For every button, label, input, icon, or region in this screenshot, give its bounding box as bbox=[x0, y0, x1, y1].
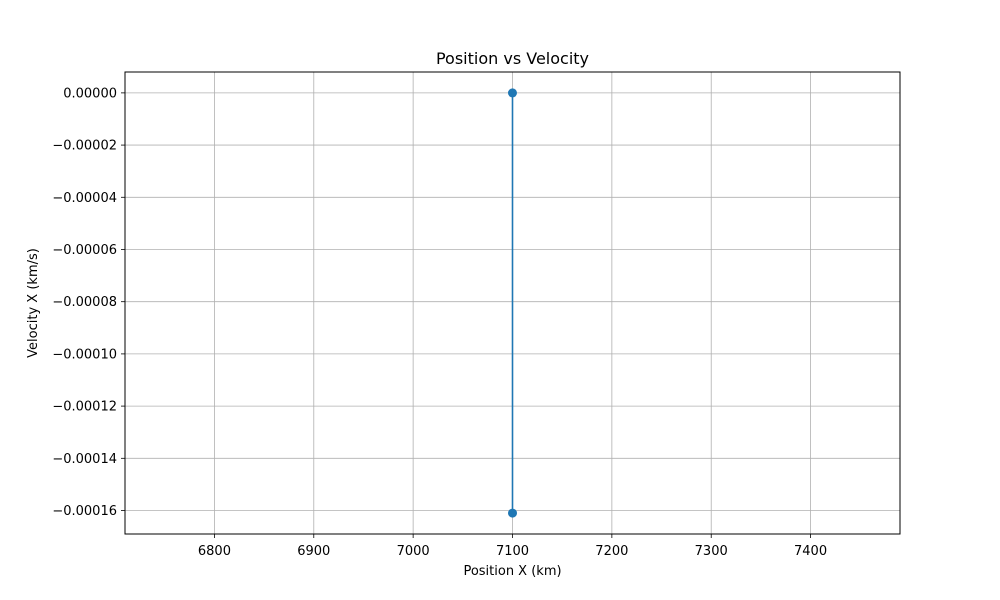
y-tick-label: −0.00008 bbox=[52, 295, 117, 310]
x-tick-label: 6800 bbox=[198, 544, 231, 559]
y-tick-label: 0.00000 bbox=[63, 86, 117, 101]
y-tick-label: −0.00014 bbox=[52, 452, 117, 467]
data-point bbox=[508, 508, 517, 518]
x-tick-label: 6900 bbox=[297, 544, 330, 559]
y-tick-label: −0.00010 bbox=[52, 347, 117, 362]
x-axis: 6800 6900 7000 7100 7200 7300 7400 bbox=[198, 534, 827, 559]
chart-title: Position vs Velocity bbox=[436, 49, 589, 68]
x-tick-label: 7400 bbox=[794, 544, 827, 559]
x-axis-label: Position X (km) bbox=[463, 564, 561, 579]
series-layer bbox=[508, 88, 517, 518]
y-tick-label: −0.00016 bbox=[52, 504, 117, 519]
x-tick-label: 7200 bbox=[595, 544, 628, 559]
y-tick-label: −0.00006 bbox=[52, 243, 117, 258]
x-tick-label: 7300 bbox=[695, 544, 728, 559]
x-tick-label: 7000 bbox=[397, 544, 430, 559]
data-point bbox=[508, 88, 517, 98]
y-tick-label: −0.00002 bbox=[52, 139, 117, 154]
y-tick-label: −0.00012 bbox=[52, 400, 117, 415]
y-axis: 0.00000 −0.00002 −0.00004 −0.00006 −0.00008 −… bbox=[52, 86, 125, 519]
x-tick-label: 7100 bbox=[496, 544, 529, 559]
y-axis-label: Velocity X (km/s) bbox=[26, 248, 41, 358]
y-tick-label: −0.00004 bbox=[52, 191, 117, 206]
